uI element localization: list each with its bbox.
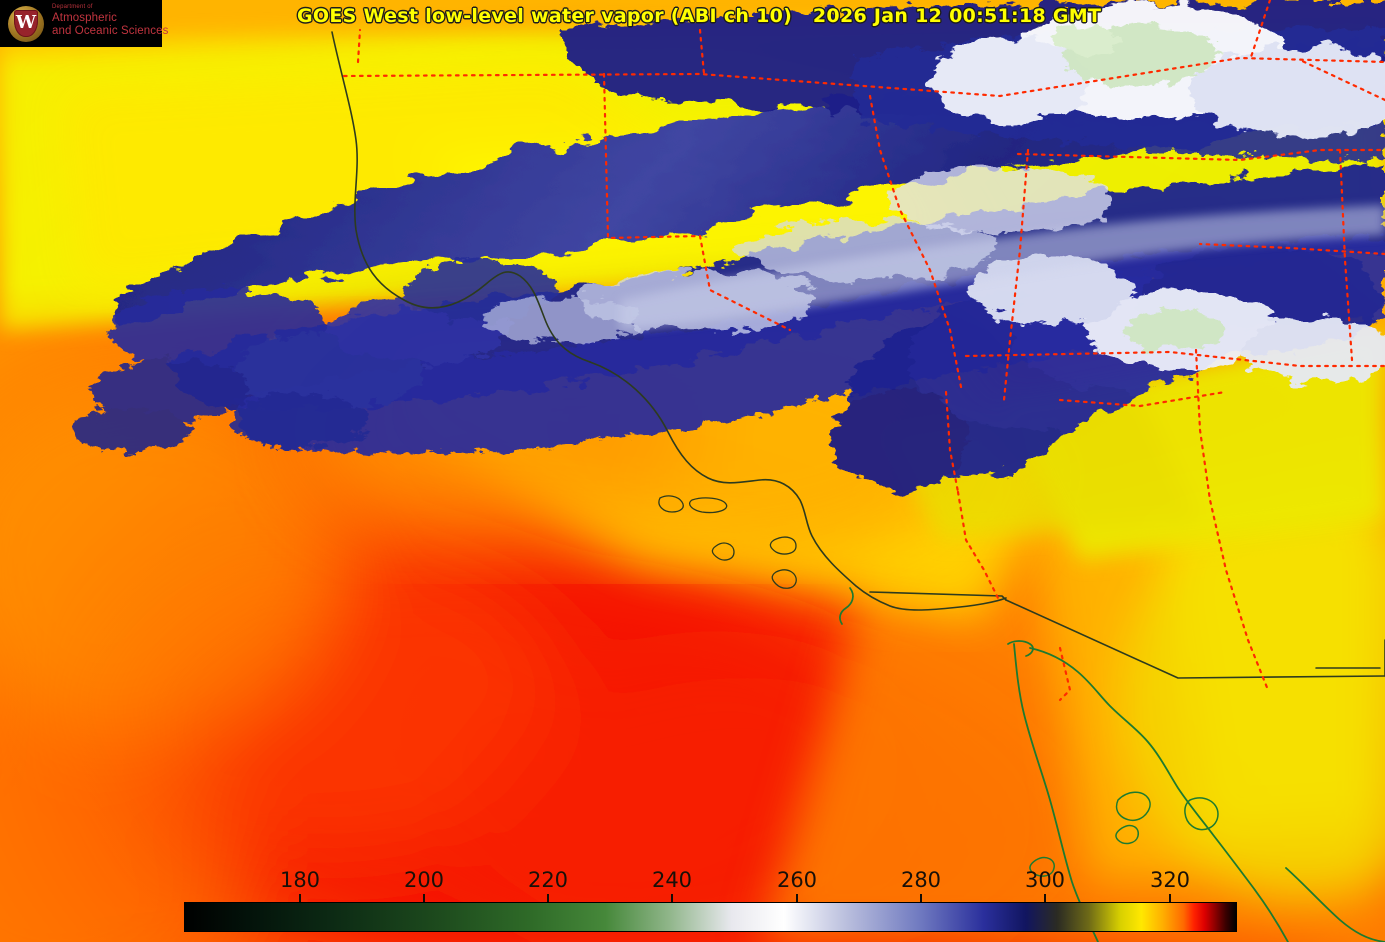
colorbar-label-200: 200 [403, 868, 445, 892]
logo-line-2: and Oceanic Sciences [52, 25, 169, 37]
colorbar-tick-260 [796, 894, 798, 902]
colorbar-tick-280 [920, 894, 922, 902]
colorbar-gradient-bar [184, 902, 1237, 932]
colorbar-label-320: 320 [1149, 868, 1191, 892]
uw-crest-icon: W [6, 3, 46, 44]
colorbar-tick-marks [0, 894, 1385, 902]
uw-aos-logo: W Department of Atmospheric and Oceanic … [0, 0, 168, 47]
colorbar-label-300: 300 [1024, 868, 1066, 892]
logo-line-1: Atmospheric [52, 12, 118, 24]
colorbar-tick-220 [547, 894, 549, 902]
logo-dept-prefix: Department of [52, 4, 93, 10]
map-overlay-geography [331, 0, 1385, 942]
colorbar-label-220: 220 [527, 868, 569, 892]
colorbar-label-280: 280 [900, 868, 942, 892]
colorbar-tick-320 [1169, 894, 1171, 902]
crest-shield [14, 10, 38, 37]
colorbar-label-180: 180 [279, 868, 321, 892]
colorbar-tick-300 [1044, 894, 1046, 902]
crest-w-letter: W [15, 12, 37, 33]
image-title: GOES West low-level water vapor (ABI ch … [297, 5, 1102, 27]
colorbar-gradient-fill [185, 903, 1236, 931]
colorbar-label-260: 260 [776, 868, 818, 892]
colorbar: 180 200 220 240 260 280 300 320 [0, 868, 1385, 942]
colorbar-tick-180 [299, 894, 301, 902]
colorbar-label-240: 240 [651, 868, 693, 892]
colorbar-tick-240 [671, 894, 673, 902]
colorbar-tick-labels: 180 200 220 240 260 280 300 320 [0, 868, 1385, 894]
colorbar-tick-200 [423, 894, 425, 902]
